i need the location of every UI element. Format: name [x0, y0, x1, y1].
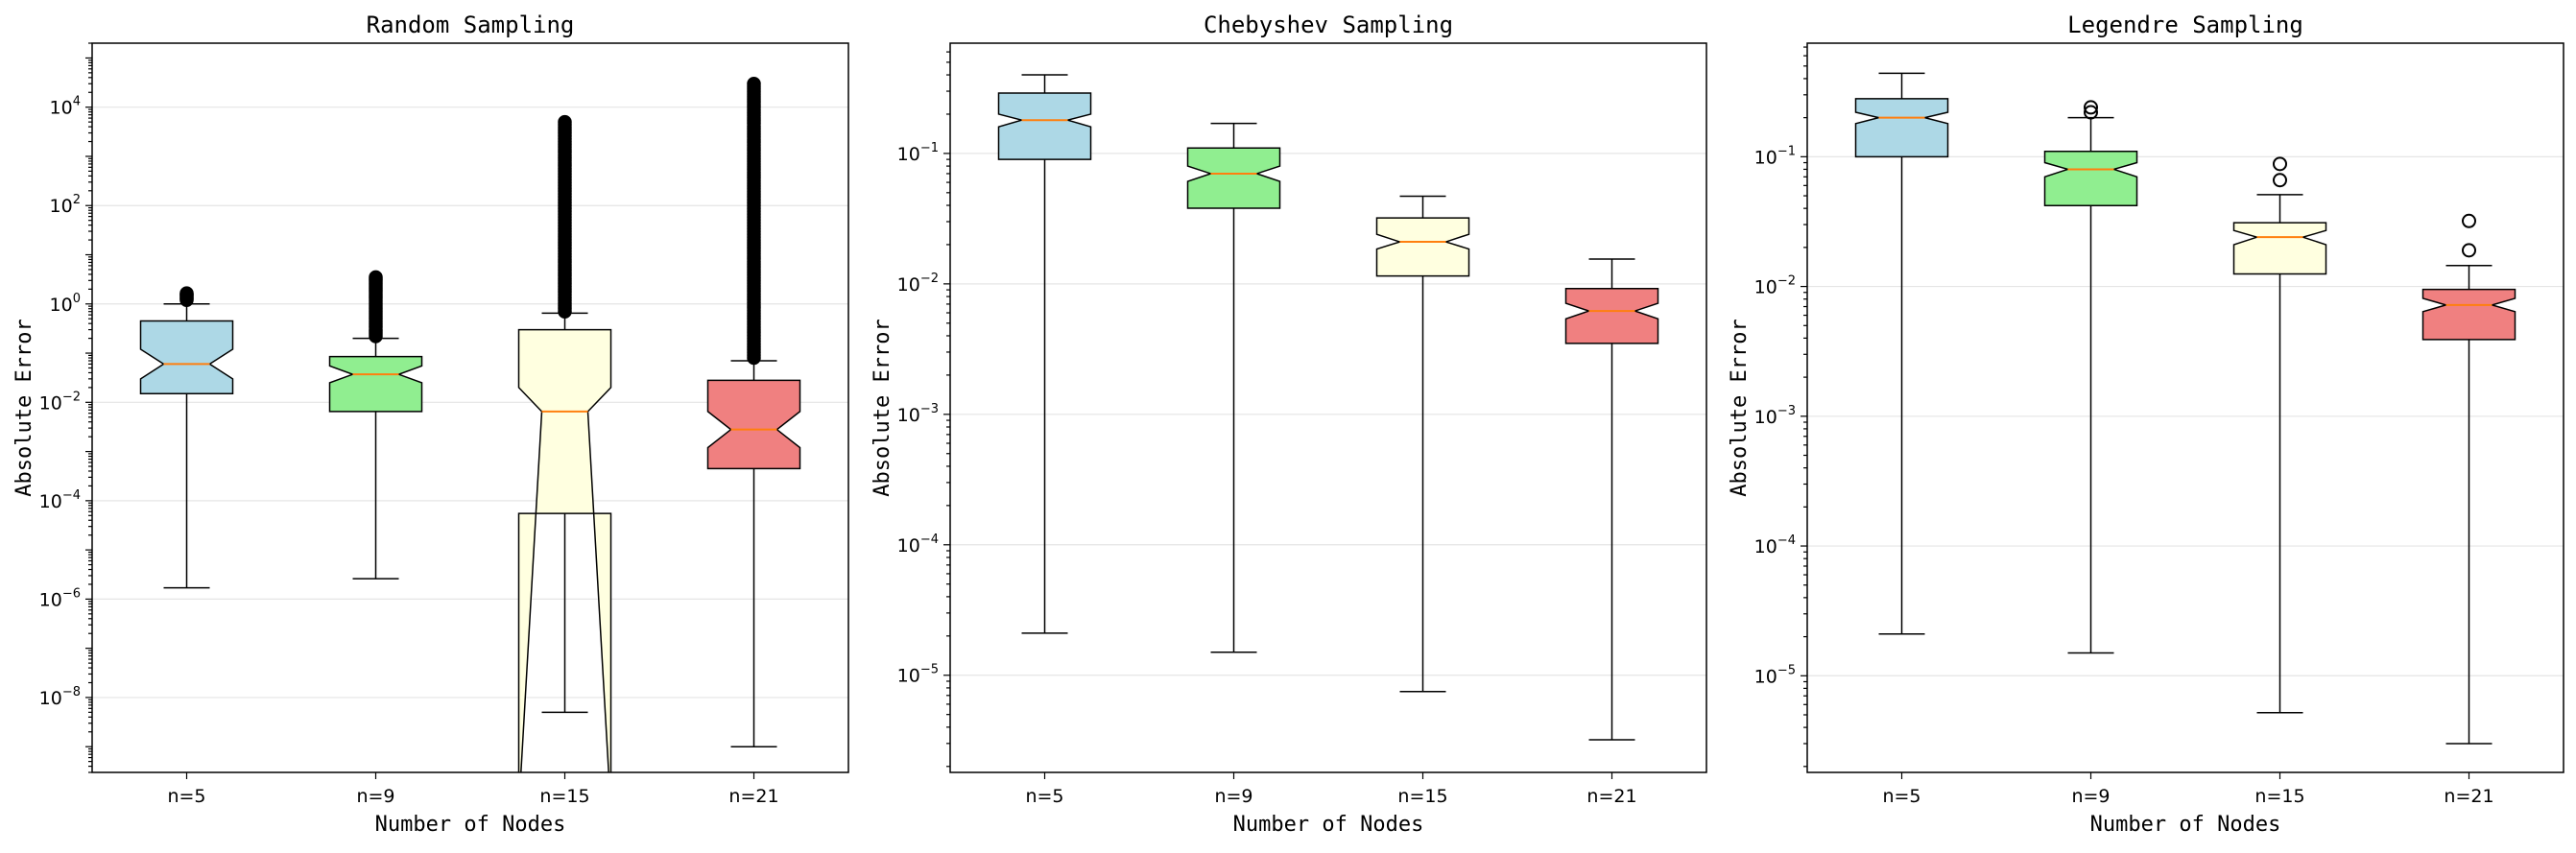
subplot-title: Random Sampling	[367, 12, 575, 38]
x-tick-label: n=5	[167, 786, 205, 807]
axes-frame	[949, 42, 1707, 773]
fliers	[2273, 156, 2287, 188]
plot-area	[139, 76, 801, 772]
box-n=9	[2043, 100, 2138, 654]
box-n=9	[328, 270, 423, 580]
box-n=15	[2232, 156, 2327, 714]
box-n=9	[1186, 122, 1281, 653]
fliers	[558, 114, 572, 319]
x-axis-label: Number of Nodes	[1233, 813, 1424, 837]
y-tick-label: 10−3	[897, 402, 939, 426]
y-tick-label: 102	[50, 193, 81, 217]
box-body	[1375, 217, 1470, 277]
flier-point	[558, 114, 572, 130]
box-body	[139, 320, 234, 395]
subplot-3: 10−5 10−4 10−3 10−2 10−1 n=5 n=9 n=15 n=21 Legend…	[1728, 12, 2564, 837]
flier-point	[179, 286, 194, 300]
box-body	[328, 355, 423, 413]
y-tick-label: 10−4	[897, 533, 939, 557]
subplot-2: 10−5 10−4 10−3 10−2 10−1 n=5 n=9 n=15 n=21 Chebys…	[871, 12, 1707, 837]
y-tick-label: 10−1	[897, 141, 939, 165]
box-n=21	[1564, 258, 1659, 741]
subplot-title: Legendre Sampling	[2067, 12, 2303, 38]
flier-point	[2084, 100, 2098, 115]
axes-frame	[1806, 42, 2564, 773]
x-tick-label: n=15	[539, 786, 589, 807]
box-body	[997, 92, 1092, 160]
x-tick-label: n=21	[728, 786, 778, 807]
y-tick-label: 10−2	[1754, 274, 1796, 298]
box-body	[2232, 222, 2327, 275]
x-tick-label: n=21	[2444, 786, 2493, 807]
y-tick-label: 10−8	[39, 685, 81, 709]
y-axis-label: Absolute Error	[871, 319, 894, 496]
box-n=15	[1375, 195, 1470, 693]
x-tick-label: n=15	[1397, 786, 1447, 807]
y-axis-label: Absolute Error	[12, 319, 36, 496]
box-body	[1186, 147, 1281, 209]
flier-point	[369, 270, 383, 285]
box-body	[1564, 288, 1659, 344]
x-tick-label: n=21	[1586, 786, 1636, 807]
box-body	[2421, 288, 2516, 341]
x-tick-label: n=5	[1882, 786, 1920, 807]
flier-point	[2462, 243, 2476, 258]
box-n=5	[1854, 72, 1949, 635]
y-tick-label: 104	[50, 95, 81, 119]
subplot-title: Chebyshev Sampling	[1204, 12, 1453, 38]
flier-point	[2084, 105, 2098, 120]
x-axis-label: Number of Nodes	[375, 813, 566, 837]
axes-frame	[91, 42, 849, 773]
y-tick-label: 10−4	[1754, 533, 1796, 557]
box-body	[1854, 98, 1949, 158]
flier-point	[2462, 213, 2476, 228]
y-tick-label: 10−2	[39, 390, 81, 414]
x-tick-label: n=9	[2071, 786, 2110, 807]
box-n=5	[997, 74, 1092, 634]
fliers	[369, 270, 383, 344]
x-tick-label: n=15	[2254, 786, 2304, 807]
fliers	[2462, 213, 2476, 258]
box-body	[517, 328, 612, 772]
y-tick-label: 100	[50, 292, 81, 316]
y-tick-label: 10−4	[39, 488, 81, 512]
y-tick-label: 10−2	[897, 272, 939, 296]
y-axis-label: Absolute Error	[1728, 319, 1752, 496]
fliers	[747, 76, 761, 366]
y-tick-label: 10−5	[1754, 663, 1796, 687]
y-tick-label: 10−1	[1754, 144, 1796, 168]
flier-point	[747, 76, 761, 91]
subplot-1: 10−8 10−6 10−4 10−2 100 102 104 n=5 n=9 n=15 n=21 R…	[12, 12, 849, 837]
x-axis-label: Number of Nodes	[2090, 813, 2281, 837]
x-tick-label: n=9	[356, 786, 394, 807]
box-body	[706, 379, 801, 470]
box-n=21	[706, 76, 801, 747]
y-tick-label: 10−3	[1754, 404, 1796, 428]
fliers	[2084, 100, 2098, 120]
box-n=15	[517, 114, 612, 772]
box-n=5	[139, 286, 234, 589]
y-tick-label: 10−6	[39, 586, 81, 610]
box-n=21	[2421, 213, 2516, 745]
x-tick-label: n=9	[1214, 786, 1252, 807]
flier-point	[2273, 156, 2287, 172]
y-tick-label: 10−5	[897, 663, 939, 687]
box-body	[2043, 150, 2138, 207]
plot-area	[1854, 72, 2516, 745]
fliers	[179, 286, 194, 307]
flier-point	[2273, 173, 2287, 188]
plot-area	[997, 74, 1659, 741]
x-tick-label: n=5	[1025, 786, 1063, 807]
